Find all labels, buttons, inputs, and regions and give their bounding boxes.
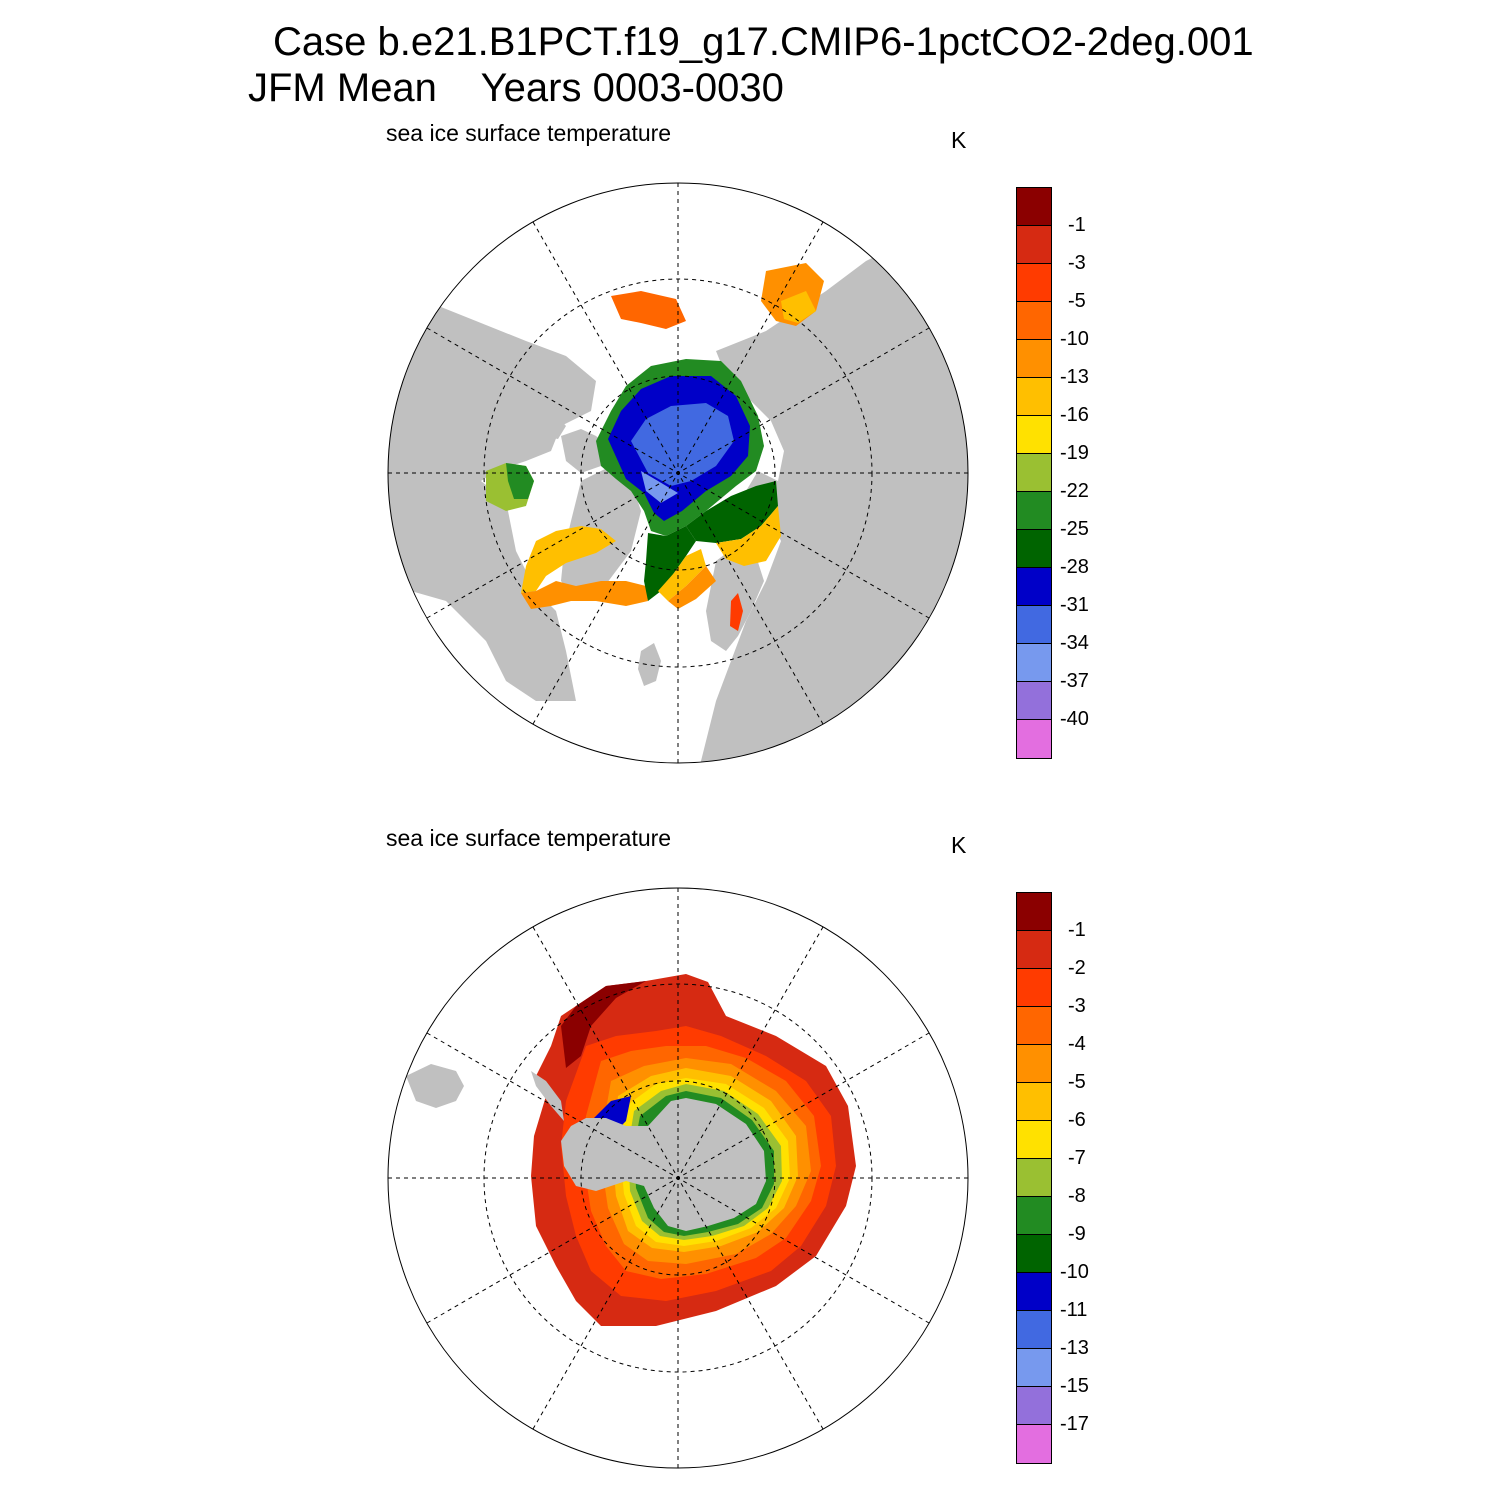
colorbar-tick-label: -15: [1060, 1375, 1089, 1397]
arctic-polar-map: [387, 182, 969, 764]
antarctic-unit-label: K: [951, 832, 967, 858]
colorbar-tick-label: -37: [1060, 670, 1089, 692]
colorbar-segment: [1017, 1235, 1051, 1273]
colorbar-segment: [1017, 931, 1051, 969]
colorbar-tick-label: -1: [1068, 214, 1086, 236]
colorbar-tick-label: -13: [1060, 1337, 1089, 1359]
colorbar-segment: [1017, 1121, 1051, 1159]
colorbar-segment: [1017, 302, 1051, 340]
colorbar-tick-label: -19: [1060, 442, 1089, 464]
colorbar-segment: [1017, 378, 1051, 416]
colorbar-segment: [1017, 568, 1051, 606]
colorbar-segment: [1017, 1387, 1051, 1425]
colorbar-tick-label: -1: [1068, 919, 1086, 941]
colorbar-segment: [1017, 606, 1051, 644]
colorbar-segment: [1017, 720, 1051, 758]
colorbar-tick-label: -40: [1060, 708, 1089, 730]
colorbar-tick-label: -16: [1060, 404, 1089, 426]
colorbar-segment: [1017, 1083, 1051, 1121]
antarctic-polar-map: [387, 887, 969, 1469]
colorbar-segment: [1017, 1197, 1051, 1235]
colorbar-tick-label: -25: [1060, 518, 1089, 540]
colorbar-tick-label: -31: [1060, 594, 1089, 616]
colorbar-tick-label: -10: [1060, 1261, 1089, 1283]
colorbar-segment: [1017, 264, 1051, 302]
colorbar-tick-label: -5: [1068, 290, 1086, 312]
arctic-graticule: [388, 183, 968, 763]
colorbar-segment: [1017, 969, 1051, 1007]
colorbar-tick-label: -28: [1060, 556, 1089, 578]
colorbar-tick-label: -3: [1068, 252, 1086, 274]
colorbar-tick-label: -6: [1068, 1109, 1086, 1131]
colorbar-tick-label: -4: [1068, 1033, 1086, 1055]
arctic-unit-label: K: [951, 127, 967, 153]
colorbar-tick-label: -13: [1060, 366, 1089, 388]
south-america-land: [406, 1064, 464, 1108]
colorbar-segment: [1017, 1273, 1051, 1311]
colorbar-tick-label: -34: [1060, 632, 1089, 654]
colorbar-tick-label: -10: [1060, 328, 1089, 350]
colorbar-tick-label: -22: [1060, 480, 1089, 502]
colorbar-segment: [1017, 454, 1051, 492]
colorbar-segment: [1017, 340, 1051, 378]
colorbar-tick-label: -11: [1060, 1299, 1088, 1321]
colorbar-segment: [1017, 416, 1051, 454]
colorbar-tick-label: -8: [1068, 1185, 1086, 1207]
colorbar-tick-label: -5: [1068, 1071, 1086, 1093]
colorbar-segment: [1017, 1007, 1051, 1045]
colorbar-segment: [1017, 1045, 1051, 1083]
antarctica-land: [531, 1071, 766, 1231]
antarctic-panel-label: sea ice surface temperature: [386, 825, 672, 851]
colorbar-segment: [1017, 1159, 1051, 1197]
colorbar-segment: [1017, 1425, 1051, 1463]
colorbar-segment: [1017, 893, 1051, 931]
colorbar-segment: [1017, 682, 1051, 720]
colorbar-segment: [1017, 188, 1051, 226]
colorbar-segment: [1017, 1349, 1051, 1387]
colorbar-tick-label: -3: [1068, 995, 1086, 1017]
colorbar-tick-label: -2: [1068, 957, 1086, 979]
figure-title-period: JFM Mean Years 0003-0030: [248, 66, 784, 110]
colorbar-tick-label: -9: [1068, 1223, 1086, 1245]
colorbar-segment: [1017, 530, 1051, 568]
colorbar-tick-label: -7: [1068, 1147, 1086, 1169]
colorbar-segment: [1017, 492, 1051, 530]
colorbar-segment: [1017, 1311, 1051, 1349]
colorbar-segment: [1017, 226, 1051, 264]
arctic-panel-label: sea ice surface temperature: [386, 120, 672, 146]
antarctic-graticule: [388, 888, 968, 1468]
figure-title-case: Case b.e21.B1PCT.f19_g17.CMIP6-1pctCO2-2…: [273, 20, 1254, 64]
colorbar-tick-label: -17: [1060, 1413, 1089, 1435]
colorbar-segment: [1017, 644, 1051, 682]
